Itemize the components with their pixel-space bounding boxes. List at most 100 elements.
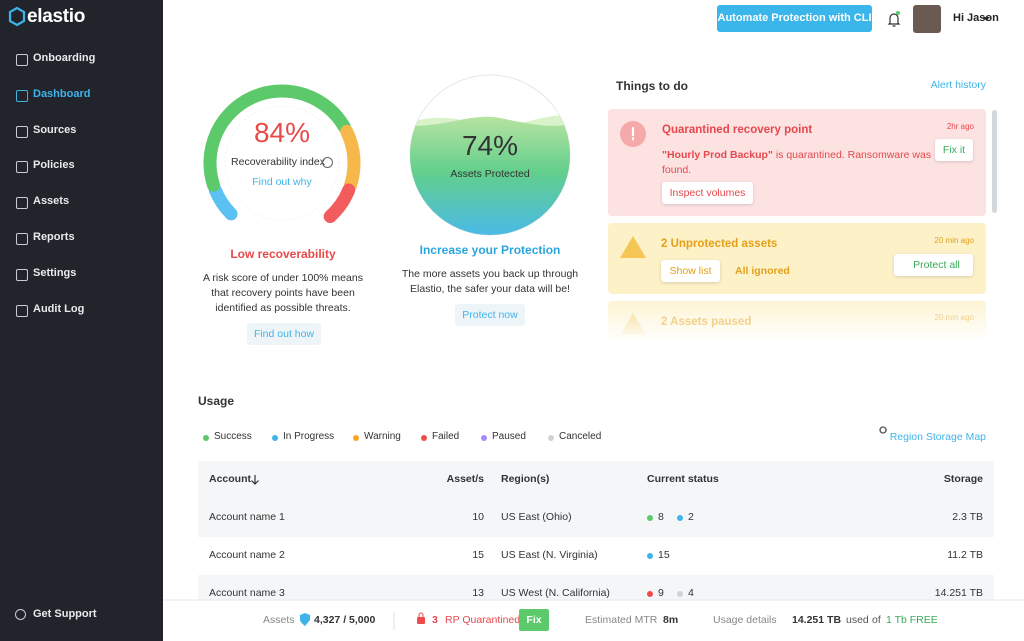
- recoverability-description: A risk score of under 100% means that re…: [203, 272, 363, 314]
- bell-dot: [896, 11, 900, 15]
- find-out-why[interactable]: Find out why: [252, 176, 312, 188]
- nav-item[interactable]: Onboarding: [33, 52, 96, 64]
- legend-dot: [353, 435, 359, 441]
- alert-message-rest: is quarantined. Ransomware was found.: [662, 149, 932, 176]
- table-header: Account: [209, 473, 251, 485]
- legend-dot: [272, 435, 278, 441]
- legend-dot: [481, 435, 487, 441]
- status-count: 2: [688, 511, 694, 523]
- show-list-button[interactable]: Show list: [661, 260, 720, 282]
- find-out-how[interactable]: Find out how: [247, 323, 321, 345]
- nav-item[interactable]: Reports: [33, 231, 75, 243]
- warning-icon: [620, 236, 646, 258]
- account-cell[interactable]: Account name 1: [209, 511, 285, 523]
- nav-item[interactable]: Assets: [33, 195, 70, 208]
- footer-value: 8m: [663, 614, 679, 626]
- account-cell[interactable]: Account name 2: [209, 549, 285, 561]
- protection-value: 74%: [461, 130, 519, 161]
- caret[interactable]: [983, 17, 990, 21]
- footer-label: Assets: [263, 614, 295, 626]
- protect-now[interactable]: Protect now: [455, 304, 525, 326]
- paused-title: 2 Assets paused: [661, 316, 752, 328]
- footer-label: Estimated MTR: [585, 614, 658, 626]
- gauge-inner: [224, 105, 340, 221]
- usage-title: Usage: [198, 394, 235, 408]
- account-cell[interactable]: Account name 3: [209, 587, 285, 599]
- map-pin: [879, 426, 887, 434]
- support-link[interactable]: Get Support: [33, 608, 97, 620]
- fade: [600, 300, 1000, 342]
- footer-value: 4,327 / 5,000: [314, 614, 376, 626]
- footer-text: used: [846, 614, 869, 626]
- assets-cell: 10: [472, 511, 484, 523]
- row-bg: [198, 499, 994, 537]
- lock-icon: [417, 617, 425, 624]
- protection-fill: [410, 115, 570, 235]
- recoverability-label: Recoverability index: [231, 156, 325, 168]
- footer-text: of: [872, 614, 881, 626]
- all-ignored: All ignored: [735, 265, 790, 277]
- storage-cell: 2.3 TB: [952, 511, 983, 523]
- storage-cell: 11.2 TB: [947, 549, 983, 561]
- nav-item[interactable]: Settings: [33, 266, 77, 279]
- nav-icon: [16, 304, 28, 317]
- nav-item[interactable]: Sources: [33, 123, 77, 136]
- gauge-arc: [323, 183, 356, 224]
- footer-value: 14.251 TB: [792, 614, 842, 626]
- protection-description: The more assets you back up through Elas…: [401, 268, 579, 295]
- region-cell: US East (N. Virginia): [501, 549, 598, 561]
- legend-label: In Progress: [283, 431, 335, 442]
- recoverability-value: 84%: [253, 117, 311, 148]
- status-count: 9: [658, 587, 664, 599]
- legend-label: Paused: [492, 431, 526, 442]
- status-count: 8: [658, 511, 664, 523]
- fix-it-button[interactable]: Fix it: [935, 139, 973, 161]
- table-header-bg: [198, 461, 994, 499]
- greeting[interactable]: Hi Jason: [953, 12, 999, 24]
- table-header: Region(s): [501, 473, 550, 485]
- avatar[interactable]: [913, 5, 941, 33]
- nav-item[interactable]: Audit Log: [33, 302, 85, 315]
- gauge-arc: [340, 124, 361, 192]
- status-count: 15: [658, 549, 670, 561]
- protect-all-button[interactable]: Protect all: [894, 254, 973, 276]
- fix-button[interactable]: Fix: [519, 609, 549, 631]
- nav-item[interactable]: Dashboard: [33, 87, 91, 100]
- legend-dot: [548, 435, 554, 441]
- region-cell: US East (Ohio): [501, 511, 572, 523]
- rp-label: RP Quarantined: [445, 614, 521, 626]
- assets-cell: 13: [472, 587, 484, 599]
- inspect-volumes-button[interactable]: Inspect volumes: [662, 182, 753, 204]
- gauge-arc: [203, 84, 351, 192]
- footer-free: 1 Tb FREE: [886, 614, 938, 626]
- status-dot: [647, 515, 653, 521]
- alert-time: 2hr ago: [946, 122, 974, 131]
- recoverability-status: Low recoverability: [230, 247, 336, 261]
- region-cell: US West (N. California): [501, 587, 610, 599]
- legend-dot: [203, 435, 209, 441]
- legend-label: Canceled: [559, 431, 602, 442]
- footer-label: Usage details: [713, 614, 777, 626]
- nav-icon: [16, 54, 28, 66]
- logo-icon: [8, 6, 26, 27]
- nav-icon: [16, 233, 28, 245]
- sort-arrow: [251, 475, 259, 485]
- protection-label: Assets Protected: [450, 168, 530, 180]
- status-dot: [647, 553, 653, 559]
- legend-dot: [421, 435, 427, 441]
- nav-item[interactable]: Policies: [33, 159, 75, 172]
- legend-label: Success: [214, 431, 252, 442]
- rp-count: 3: [432, 614, 438, 626]
- todo-title: Things to do: [616, 79, 688, 93]
- cli-button[interactable]: Automate Protection with CLI: [717, 5, 872, 32]
- nav-icon: [16, 268, 28, 281]
- gauge: [203, 84, 361, 224]
- bell-icon[interactable]: [887, 13, 901, 27]
- alert-history[interactable]: Alert history: [930, 79, 986, 91]
- scrollbar: [992, 110, 997, 213]
- table-header: Current status: [647, 473, 719, 485]
- table-header: Storage: [943, 473, 983, 485]
- region-map-link[interactable]: Region Storage Map: [889, 431, 986, 443]
